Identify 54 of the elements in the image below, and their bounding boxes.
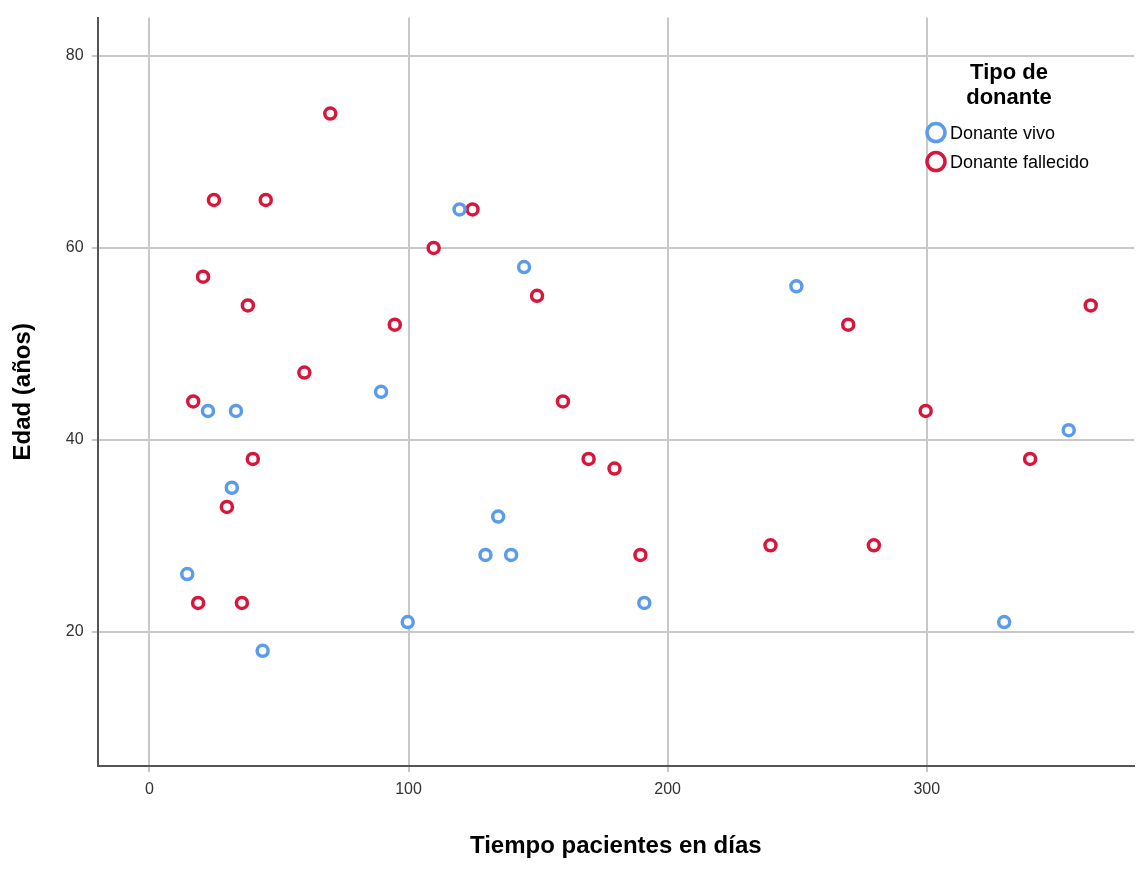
point [258, 192, 273, 208]
point [633, 547, 648, 563]
point [219, 499, 235, 515]
legend-label: Donante vivo [950, 122, 1056, 143]
point [866, 538, 882, 553]
point [996, 614, 1012, 630]
point [581, 451, 596, 467]
point [240, 298, 256, 313]
point [387, 317, 403, 332]
point [490, 509, 506, 524]
point [400, 614, 415, 630]
x-tick-label: 200 [654, 780, 682, 798]
x-tick-label: 0 [144, 780, 154, 798]
point [452, 202, 467, 217]
point [1061, 422, 1076, 438]
point [503, 547, 519, 563]
point [840, 317, 856, 332]
x-tick-label: 300 [913, 780, 941, 798]
y-tick-label: 60 [65, 238, 84, 256]
point [637, 595, 652, 611]
point [200, 403, 216, 419]
point [478, 547, 493, 563]
point [607, 461, 622, 476]
point [255, 643, 270, 659]
point [234, 595, 250, 611]
point [206, 192, 222, 208]
point [323, 106, 338, 121]
point [190, 595, 206, 611]
x-tick-label: 100 [395, 780, 422, 798]
point [529, 288, 545, 304]
point [789, 279, 804, 294]
point [918, 403, 933, 419]
point [426, 240, 441, 256]
legend-label: Donante fallecido [950, 151, 1090, 172]
point [555, 394, 571, 409]
point [1083, 298, 1098, 313]
point [763, 538, 778, 553]
point [297, 365, 312, 380]
point [465, 202, 480, 217]
point [1022, 451, 1038, 467]
y-tick-label: 40 [65, 430, 84, 448]
y-tick-label: 20 [65, 622, 84, 640]
y-axis-title: Edad (años) [8, 323, 36, 461]
point [373, 384, 389, 400]
point [195, 269, 211, 284]
point [245, 451, 261, 467]
point [180, 566, 195, 582]
point [228, 403, 244, 419]
point [185, 394, 201, 409]
legend-title: Tipo de donante [966, 58, 1052, 109]
point [224, 480, 240, 495]
point [516, 259, 532, 275]
y-tick-label: 80 [65, 46, 84, 64]
x-axis-title: Tiempo pacientes en días [469, 831, 762, 859]
